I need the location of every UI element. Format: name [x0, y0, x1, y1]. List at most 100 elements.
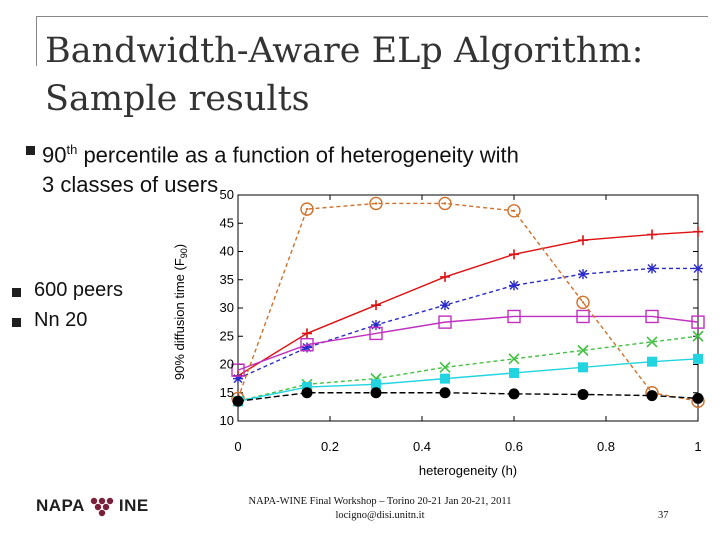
data-point — [439, 361, 451, 373]
series-line — [237, 392, 699, 402]
bullet-icon — [12, 318, 21, 327]
data-point — [508, 353, 520, 365]
footer-line-2: locigno@disi.unitn.it — [335, 510, 425, 521]
slide-title: Bandwidth-Aware ELp Algorithm: Sample re… — [45, 27, 643, 123]
y-tick-label: 20 — [220, 357, 234, 372]
y-tick-label: 25 — [220, 328, 234, 343]
data-point — [577, 344, 589, 356]
y-tick-label: 50 — [220, 187, 234, 202]
x-tick-label: 0.6 — [505, 439, 523, 454]
logo-text-right: INE — [118, 496, 149, 515]
bullet-peers: 600 peers — [34, 279, 123, 301]
data-point — [693, 263, 703, 274]
data-point — [693, 353, 703, 364]
data-point — [233, 373, 243, 384]
data-point — [645, 309, 659, 324]
data-point-center — [305, 207, 309, 211]
bullet-nn: Nn 20 — [34, 309, 88, 331]
x-tick-label: 1 — [694, 439, 701, 454]
series-line — [237, 231, 699, 377]
data-point — [300, 202, 314, 216]
data-point — [693, 226, 703, 237]
data-point — [576, 295, 590, 310]
y-tick-label: 10 — [220, 413, 234, 428]
bullet-icon — [12, 288, 21, 297]
data-point — [439, 387, 451, 399]
data-point-center — [443, 202, 447, 205]
title-line-2: Sample results — [45, 79, 310, 119]
data-point — [578, 269, 588, 280]
data-point — [508, 388, 520, 400]
data-point — [692, 330, 704, 342]
y-tick-label: 15 — [220, 385, 234, 400]
footer-text: NAPA-WINE Final Workshop – Torino 20-21 … — [205, 495, 555, 523]
data-point — [438, 315, 452, 329]
data-point — [691, 315, 705, 329]
series-2 — [231, 309, 705, 377]
data-point-center — [374, 202, 378, 205]
main-bullet-text: 90th percentile as a function of heterog… — [42, 135, 682, 200]
data-point — [370, 387, 382, 399]
bullet-sup: th — [66, 142, 78, 157]
data-point — [371, 379, 381, 390]
chart-series — [231, 196, 705, 408]
y-tick-label: 35 — [220, 272, 234, 287]
data-point — [647, 356, 657, 367]
data-point — [509, 367, 519, 378]
frame-top-line — [36, 16, 708, 17]
data-point — [692, 392, 704, 404]
bullet-post: percentile as a function of heterogeneit… — [77, 142, 519, 168]
data-point — [646, 336, 658, 348]
data-point — [647, 229, 657, 240]
frame-left-line — [36, 16, 37, 66]
grape-icon — [90, 497, 114, 516]
chart-labels: 10 15 20 25 30 35 40 45 50 0 0.2 0.4 0.6 0.8 1 heteroge… — [172, 187, 702, 478]
line-chart: 10 15 20 25 30 35 40 45 50 0 0.2 0.4 0.6 0.8 1 heteroge… — [172, 187, 705, 478]
data-point — [300, 338, 314, 352]
series-line — [237, 358, 699, 402]
y-tick-label: 40 — [220, 244, 234, 259]
data-point — [371, 319, 381, 330]
bullet-pre: 90 — [42, 142, 67, 168]
data-point — [301, 387, 313, 399]
data-point-center — [512, 209, 516, 213]
napa-wine-logo: NAPA INE — [36, 496, 149, 517]
data-point — [371, 300, 381, 311]
data-point — [647, 263, 657, 274]
data-point — [576, 309, 590, 324]
x-tick-label: 0.8 — [597, 439, 615, 454]
data-point — [440, 373, 450, 384]
footer-line-1: NAPA-WINE Final Workshop – Torino 20-21 … — [248, 496, 512, 507]
logo-text-left: NAPA — [36, 496, 85, 515]
data-point — [438, 196, 452, 211]
data-point — [369, 196, 383, 211]
x-tick-label: 0.2 — [321, 439, 339, 454]
data-point — [507, 204, 521, 218]
title-line-1: Bandwidth-Aware ELp Algorithm: — [45, 31, 644, 71]
series-line — [237, 335, 699, 402]
data-point — [369, 326, 383, 341]
data-point — [578, 235, 588, 246]
y-axis-label: 90% diffusion time (F90) — [172, 244, 189, 380]
x-axis-label: heterogeneity (h) — [419, 463, 517, 478]
x-tick-label: 0.4 — [413, 439, 431, 454]
bullet-icon — [26, 146, 35, 155]
data-point — [646, 390, 658, 402]
series-line — [237, 315, 699, 371]
data-point — [578, 362, 588, 373]
data-point — [302, 382, 312, 393]
y-tick-label: 45 — [220, 215, 234, 230]
data-point — [302, 342, 312, 353]
data-point — [509, 280, 519, 291]
chart-axes — [237, 194, 699, 422]
data-point — [507, 309, 521, 324]
series-1 — [233, 263, 703, 384]
data-point — [302, 328, 312, 339]
series-3 — [231, 196, 705, 408]
data-point — [509, 249, 519, 260]
x-tick-label: 0 — [234, 439, 241, 454]
page-number: 37 — [658, 510, 669, 521]
series-line — [237, 202, 699, 402]
data-point — [440, 300, 450, 311]
y-tick-label: 30 — [220, 300, 234, 315]
